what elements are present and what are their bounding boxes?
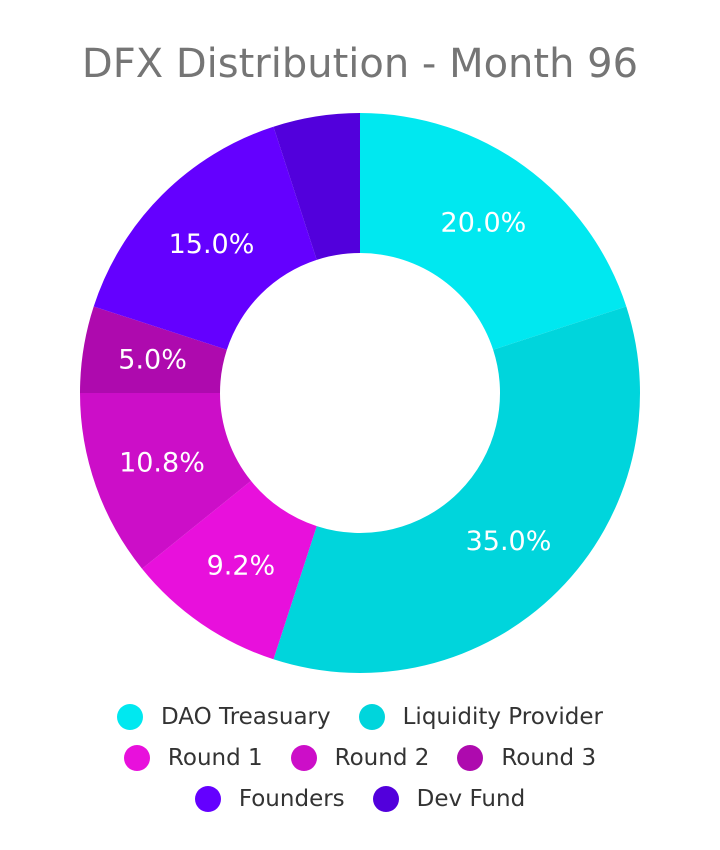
data-label-round-1: 9.2% [207, 550, 276, 581]
slice-liquidity-provider[interactable] [273, 306, 641, 673]
legend-label: Dev Fund [416, 785, 526, 812]
legend-item-liquidity-provider[interactable]: Liquidity Provider [358, 703, 604, 730]
slice-round-1[interactable] [142, 480, 317, 660]
legend-label: Founders [238, 785, 345, 812]
slice-dev-fund[interactable] [273, 113, 360, 260]
legend-label: Round 3 [501, 744, 597, 771]
legend-row: Founders Dev Fund [0, 778, 720, 819]
legend: DAO Treasuary Liquidity Provider Round 1 Ro… [0, 696, 720, 819]
legend-label: Liquidity Provider [402, 703, 604, 730]
slice-round-2[interactable] [80, 393, 252, 569]
donut-chart: 20.0% 35.0% 9.2% 10.8% 5.0% 15.0% [80, 113, 641, 673]
data-label-dao-treasuary: 20.0% [441, 208, 527, 239]
chart-title: DFX Distribution - Month 96 [81, 41, 639, 87]
data-label-founders: 15.0% [169, 229, 255, 260]
legend-item-founders[interactable]: Founders [194, 785, 345, 812]
legend-label: DAO Treasuary [160, 703, 331, 730]
legend-item-dev-fund[interactable]: Dev Fund [372, 785, 526, 812]
legend-swatch [123, 744, 150, 771]
legend-row: Round 1 Round 2 Round 3 [0, 737, 720, 778]
data-label-liquidity-provider: 35.0% [466, 526, 552, 557]
legend-swatch [358, 703, 385, 730]
legend-row: DAO Treasuary Liquidity Provider [0, 696, 720, 737]
data-label-round-2: 10.8% [119, 447, 205, 478]
legend-label: Round 2 [334, 744, 430, 771]
legend-item-dao-treasuary[interactable]: DAO Treasuary [116, 703, 331, 730]
legend-item-round-3[interactable]: Round 3 [457, 744, 597, 771]
legend-swatch [457, 744, 484, 771]
legend-swatch [194, 785, 221, 812]
legend-swatch [116, 703, 143, 730]
data-label-round-3: 5.0% [118, 345, 187, 376]
legend-swatch [290, 744, 317, 771]
legend-swatch [372, 785, 399, 812]
slice-round-3[interactable] [80, 306, 227, 393]
legend-label: Round 1 [167, 744, 263, 771]
legend-item-round-2[interactable]: Round 2 [290, 744, 430, 771]
slice-founders[interactable] [93, 126, 317, 350]
legend-item-round-1[interactable]: Round 1 [123, 744, 263, 771]
slice-dao-treasuary[interactable] [360, 113, 627, 350]
